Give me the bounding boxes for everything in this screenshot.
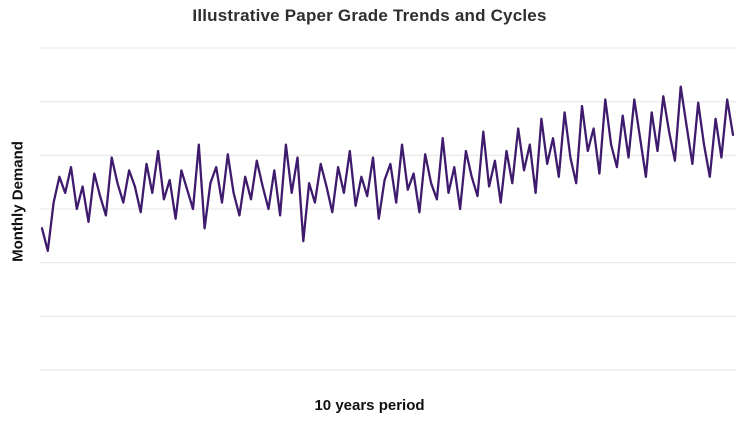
horizontal-gridlines: [40, 47, 736, 371]
monthly-demand-series-line: [40, 85, 735, 253]
chart-title: Illustrative Paper Grade Trends and Cycl…: [192, 6, 547, 25]
x-axis-label: 10 years period: [314, 397, 425, 414]
